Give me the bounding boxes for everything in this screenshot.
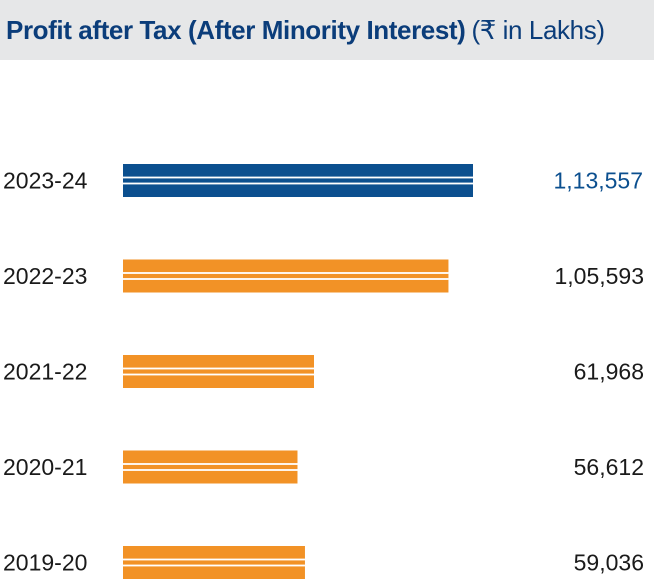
bar-row-2023-24: 2023-24 1,13,557: [3, 164, 643, 197]
bar-2021-22: [123, 355, 314, 388]
bar-2020-21: [123, 450, 298, 484]
bar-row-2019-20: 2019-20 59,036: [3, 546, 644, 579]
bar-stripe-2022-23-2: [123, 278, 449, 280]
bar-stripe-2020-21-1: [123, 463, 298, 465]
category-label-2021-22: 2021-22: [3, 359, 87, 385]
bar-stripe-2020-21-2: [123, 469, 298, 471]
bar-stripe-2019-20-1: [123, 558, 305, 561]
chart-title-unit: (₹ in Lakhs): [471, 15, 605, 45]
value-label-2019-20: 59,036: [574, 550, 644, 576]
bar-row-2022-23: 2022-23 1,05,593: [3, 259, 644, 293]
bar-row-2020-21: 2020-21 56,612: [3, 450, 644, 484]
bar-stripe-2022-23-1: [123, 272, 449, 274]
value-label-2023-24: 1,13,557: [553, 168, 643, 194]
bar-2019-20: [123, 546, 305, 579]
bar-stripe-2023-24-1: [123, 176, 473, 179]
bar-stripe-2021-22-2: [123, 373, 314, 376]
bar-stripe-2019-20-2: [123, 564, 305, 567]
bar-stripe-2023-24-2: [123, 182, 473, 185]
value-label-2022-23: 1,05,593: [554, 263, 644, 289]
category-label-2019-20: 2019-20: [3, 550, 87, 576]
category-label-2022-23: 2022-23: [3, 263, 87, 289]
chart-title: Profit after Tax (After Minority Interes…: [6, 15, 605, 46]
bar-stripe-2021-22-1: [123, 367, 314, 370]
chart-header: Profit after Tax (After Minority Interes…: [0, 0, 654, 60]
bar-row-2021-22: 2021-22 61,968: [3, 355, 644, 388]
category-label-2020-21: 2020-21: [3, 454, 87, 480]
chart-title-text: Profit after Tax (After Minority Interes…: [6, 15, 466, 45]
bar-2022-23: [123, 259, 449, 293]
value-label-2021-22: 61,968: [574, 359, 644, 385]
category-label-2023-24: 2023-24: [3, 168, 88, 194]
value-label-2020-21: 56,612: [574, 454, 644, 480]
bar-2023-24: [123, 164, 473, 197]
